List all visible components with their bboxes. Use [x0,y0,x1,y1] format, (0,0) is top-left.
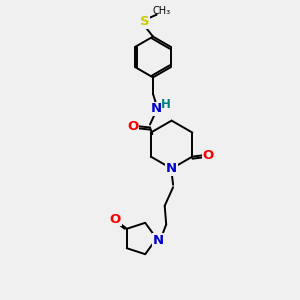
Text: O: O [127,119,138,133]
Text: S: S [140,15,149,28]
Text: O: O [202,148,214,162]
Text: O: O [110,213,121,226]
Text: CH₃: CH₃ [152,6,170,16]
Text: N: N [151,102,162,116]
Text: H: H [161,98,171,111]
Text: N: N [166,162,177,175]
Text: N: N [153,233,164,247]
